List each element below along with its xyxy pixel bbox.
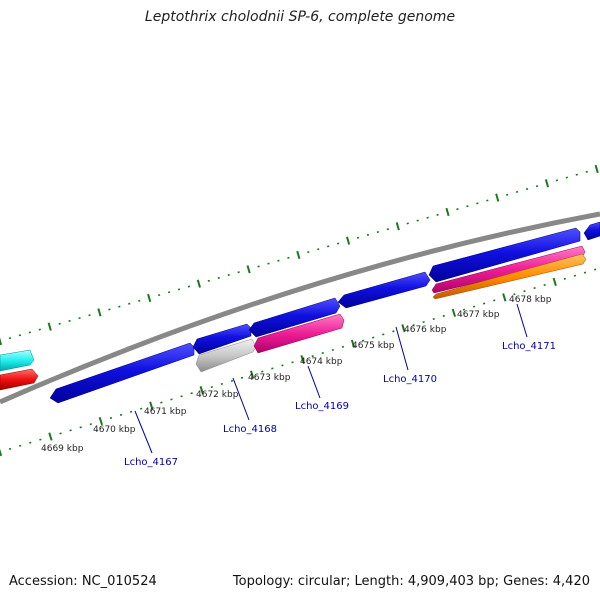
accession-label: Accession: NC_010524 (9, 574, 157, 589)
tick-label: 4673 kbp (248, 373, 291, 383)
gene-arrow-lcho-4169[interactable] (248, 297, 341, 338)
ruler-major-tick (0, 448, 3, 457)
ruler-major-tick (502, 293, 507, 302)
outer-ruler (0, 164, 599, 346)
tick-labels: 4669 kbp 4670 kbp 4671 kbp 4672 kbp 4673 kbp… (41, 295, 552, 454)
gene-leader-line (134, 410, 153, 454)
tick-label: 4676 kbp (404, 325, 447, 335)
ruler-major-tick (346, 236, 351, 245)
tick-label: 4677 kbp (457, 310, 500, 320)
gray-feature[interactable] (195, 338, 257, 373)
gene-arrow-lcho-4168[interactable] (192, 323, 252, 355)
gene-leader-line (307, 365, 321, 399)
map-title: Leptothrix cholodnii SP-6, complete geno… (144, 9, 456, 25)
tick-label: 4672 kbp (196, 390, 239, 400)
gene-leader-line (395, 326, 409, 371)
orange-feature[interactable] (432, 253, 587, 300)
ruler-major-tick (250, 370, 255, 379)
gene-leader-line (232, 377, 250, 421)
red-feature[interactable] (0, 368, 39, 391)
gene-arrow-lcho-4171[interactable] (428, 227, 581, 283)
gene-callouts: Lcho_4167 Lcho_4168 Lcho_4169 Lcho_4170 … (124, 303, 556, 468)
teal-feature[interactable] (0, 349, 35, 372)
gene-label-lcho-4169[interactable]: Lcho_4169 (295, 401, 349, 412)
tick-label: 4669 kbp (41, 444, 84, 454)
tick-label: 4674 kbp (300, 357, 343, 367)
gene-leader-line (516, 303, 528, 338)
gene-arrow-lcho-4170[interactable] (337, 271, 431, 309)
ruler-major-tick (149, 401, 154, 410)
tick-label: 4675 kbp (352, 341, 395, 351)
genome-backbone (0, 211, 600, 405)
ruler-major-tick (98, 416, 103, 426)
ruler-major-tick (147, 293, 152, 303)
ruler-major-tick (544, 179, 550, 188)
ruler-major-tick (445, 207, 450, 217)
ruler-major-tick (401, 324, 406, 333)
gene-label-lcho-4168[interactable]: Lcho_4168 (223, 424, 277, 435)
gene-label-lcho-4171[interactable]: Lcho_4171 (502, 341, 556, 352)
gene-label-lcho-4170[interactable]: Lcho_4170 (383, 374, 437, 385)
ruler-major-tick (48, 432, 53, 441)
ruler-major-tick (395, 222, 400, 231)
ruler-major-tick (451, 308, 457, 317)
ruler-major-tick (196, 279, 201, 288)
genome-summary: Topology: circular; Length: 4,909,403 bp… (232, 574, 590, 589)
ruler-major-tick (552, 277, 557, 286)
gene-arrow-lcho-4167[interactable] (49, 342, 195, 404)
ruler-major-tick (296, 250, 301, 260)
ruler-major-tick (97, 308, 102, 317)
ruler-major-tick (495, 193, 500, 202)
ruler-major-tick (47, 322, 52, 331)
ruler-major-tick (350, 339, 356, 348)
ruler-major-tick (246, 265, 251, 274)
tick-label: 4670 kbp (93, 425, 136, 435)
next-gene-arrow[interactable] (583, 221, 600, 241)
ruler-major-tick (0, 337, 3, 346)
feature-track (0, 221, 600, 404)
inner-ruler (0, 268, 597, 457)
gene-label-lcho-4167[interactable]: Lcho_4167 (124, 457, 178, 468)
tick-label: 4671 kbp (144, 407, 187, 417)
ruler-major-tick (594, 164, 599, 174)
pink-feature-a[interactable] (253, 313, 345, 354)
ruler-major-tick (300, 355, 305, 364)
ruler-major-tick (199, 386, 204, 395)
tick-label: 4678 kbp (509, 295, 552, 305)
